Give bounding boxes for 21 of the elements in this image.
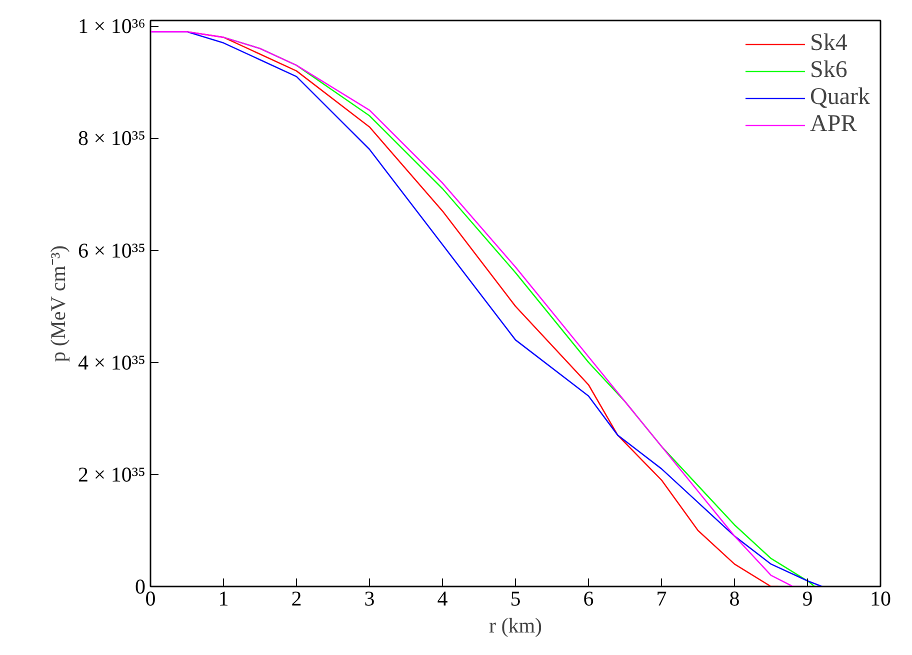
x-tick-label: 9 <box>802 586 813 610</box>
y-tick-label: 8 × 10³⁵ <box>78 126 146 150</box>
x-tick-label: 6 <box>583 586 594 610</box>
x-tick-label: 5 <box>510 586 521 610</box>
y-tick-label: 6 × 10³⁵ <box>78 238 146 262</box>
x-tick-label: 8 <box>729 586 740 610</box>
y-tick-label: 1 × 10³⁶ <box>78 14 146 38</box>
x-tick-label: 3 <box>364 586 375 610</box>
x-tick-label: 7 <box>656 586 667 610</box>
x-tick-label: 10 <box>870 586 891 610</box>
x-tick-label: 2 <box>291 586 302 610</box>
y-axis-title: p (MeV cm⁻³) <box>46 245 70 362</box>
legend-label: Sk4 <box>810 30 848 57</box>
y-tick-label: 4 × 10³⁵ <box>78 350 146 374</box>
legend-label: APR <box>810 111 857 138</box>
y-tick-label: 2 × 10³⁵ <box>78 462 146 486</box>
legend-label: Sk6 <box>810 57 848 84</box>
x-tick-label: 1 <box>218 586 229 610</box>
legend-label: Quark <box>810 84 870 111</box>
x-tick-label: 4 <box>437 586 448 610</box>
x-axis-title: r (km) <box>488 614 542 638</box>
